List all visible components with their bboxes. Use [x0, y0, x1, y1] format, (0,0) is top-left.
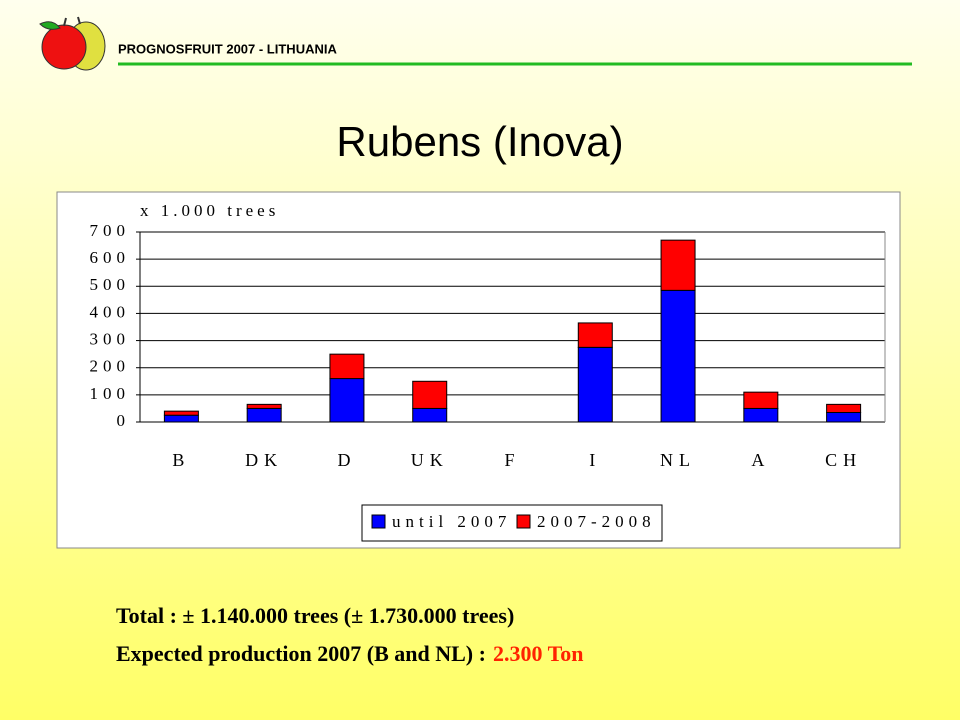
x-tick-label: A [751, 450, 770, 470]
x-tick-label: NL [660, 450, 696, 470]
y-tick-label: 200 [90, 357, 131, 376]
x-tick-label: I [589, 450, 601, 470]
bar-segment [246, 407, 282, 423]
bar-segment [577, 346, 613, 423]
footer-highlight: 2.300 Ton [493, 641, 584, 666]
bar-segment [577, 322, 613, 348]
bar-segment [743, 391, 779, 409]
y-tick-label: 600 [90, 248, 131, 267]
legend-swatch [371, 514, 386, 529]
legend-box [361, 504, 663, 542]
logo [39, 16, 106, 71]
x-tick-label: UK [411, 450, 449, 470]
bar-segment [163, 414, 199, 423]
footer-line-2: Expected production 2007 (B and NL) : 2.3… [116, 641, 583, 666]
bar-segment [826, 403, 862, 414]
bar-segment [329, 378, 365, 423]
x-tick-label: CH [825, 450, 862, 470]
bar-segment [660, 239, 696, 291]
y-tick-label: 0 [117, 411, 131, 430]
bar-segment [329, 353, 365, 380]
plot: 0 100 200 300 400 500 600 700 B DK D UK F I NL A CH until… [90, 221, 886, 531]
bar-segment [246, 403, 282, 409]
bar-segment [660, 289, 696, 423]
bar-segment [743, 407, 779, 423]
x-tick-label: DK [245, 450, 283, 470]
footer-line-1: Total : ± 1.140.000 trees (± 1.730.000 t… [116, 603, 514, 628]
x-tick-label: D [337, 450, 356, 470]
y-tick-label: 400 [90, 302, 131, 321]
chart-frame [56, 191, 901, 549]
x-tick-label: F [504, 450, 520, 470]
y-axis-label: x 1.000 trees [140, 201, 279, 220]
bar-segment [826, 412, 862, 423]
bar-segment [412, 380, 448, 409]
x-tick-label: B [172, 450, 190, 470]
y-tick-label: 700 [90, 221, 131, 240]
bar-segment [412, 407, 448, 423]
legend-label: until 2007 [392, 512, 511, 531]
y-tick-label: 500 [90, 275, 131, 294]
y-tick-label: 100 [90, 384, 131, 403]
brand: PROGNOSFRUIT 2007 - LITHUANIA [118, 41, 337, 56]
bar-segment [163, 410, 199, 416]
chart-title: Rubens (Inova) [336, 118, 623, 165]
legend-swatch [516, 514, 531, 529]
footer-text: Expected production 2007 (B and NL) : [116, 641, 486, 666]
legend-label: 2007-2008 [537, 512, 656, 531]
y-tick-label: 300 [90, 329, 131, 348]
